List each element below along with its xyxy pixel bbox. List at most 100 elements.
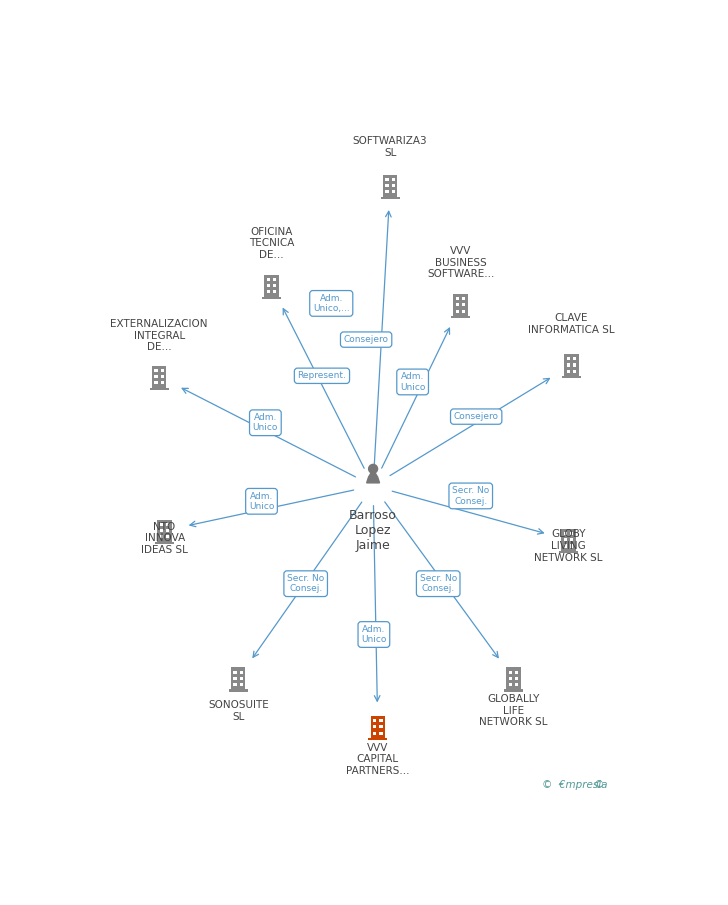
FancyBboxPatch shape [570,545,573,548]
FancyBboxPatch shape [379,726,382,729]
Text: GLOBY
LIVING
NETWORK SL: GLOBY LIVING NETWORK SL [534,529,603,563]
FancyBboxPatch shape [155,541,174,544]
FancyBboxPatch shape [240,677,243,680]
Text: Secr. No
Consej.: Secr. No Consej. [287,574,324,594]
FancyBboxPatch shape [385,178,389,181]
Text: Adm.
Unico: Adm. Unico [249,491,274,511]
FancyBboxPatch shape [566,369,570,373]
FancyBboxPatch shape [381,196,400,199]
FancyBboxPatch shape [234,683,237,686]
FancyBboxPatch shape [273,291,277,293]
FancyBboxPatch shape [234,671,237,674]
FancyBboxPatch shape [392,178,395,181]
FancyBboxPatch shape [515,677,518,680]
FancyBboxPatch shape [368,738,387,740]
FancyBboxPatch shape [561,529,576,551]
FancyBboxPatch shape [273,284,277,287]
FancyBboxPatch shape [157,519,172,541]
FancyBboxPatch shape [154,369,157,372]
Text: OFICINA
TECNICA
DE...: OFICINA TECNICA DE... [249,227,294,260]
FancyBboxPatch shape [166,523,170,526]
FancyBboxPatch shape [462,303,465,307]
FancyBboxPatch shape [266,284,270,287]
FancyBboxPatch shape [454,294,468,316]
FancyBboxPatch shape [562,376,581,378]
FancyBboxPatch shape [379,719,382,722]
FancyBboxPatch shape [371,716,385,738]
FancyBboxPatch shape [160,535,163,538]
FancyBboxPatch shape [564,354,579,376]
Text: ©  €mpresia: © €mpresia [542,780,608,790]
Text: VVV
BUSINESS
SOFTWARE...: VVV BUSINESS SOFTWARE... [427,246,494,280]
Text: Represent.: Represent. [298,371,347,380]
FancyBboxPatch shape [563,532,567,535]
FancyBboxPatch shape [573,364,577,367]
FancyBboxPatch shape [379,731,382,735]
Text: Barroso
Lopez
Jaime: Barroso Lopez Jaime [349,509,397,552]
FancyBboxPatch shape [229,690,248,691]
Text: Consejero: Consejero [344,335,389,344]
Text: Adm.
Unico: Adm. Unico [400,372,425,392]
Text: CLAVE
INFORMATICA SL: CLAVE INFORMATICA SL [529,313,615,335]
Text: SOFTWARIZA3
SL: SOFTWARIZA3 SL [353,137,427,157]
FancyBboxPatch shape [515,671,518,674]
Text: Adm.
Unico,...: Adm. Unico,... [313,294,349,313]
FancyBboxPatch shape [264,275,279,297]
FancyBboxPatch shape [266,291,270,293]
FancyBboxPatch shape [559,551,578,553]
FancyBboxPatch shape [266,278,270,281]
FancyBboxPatch shape [392,184,395,187]
FancyBboxPatch shape [573,369,577,373]
FancyBboxPatch shape [150,387,169,390]
FancyBboxPatch shape [392,190,395,194]
Text: SONOSUITE
SL: SONOSUITE SL [208,700,269,721]
FancyBboxPatch shape [385,184,389,187]
FancyBboxPatch shape [385,190,389,194]
Polygon shape [367,472,379,483]
FancyBboxPatch shape [456,310,459,312]
FancyBboxPatch shape [231,667,245,690]
FancyBboxPatch shape [563,545,567,548]
Text: ©: © [594,780,607,790]
FancyBboxPatch shape [161,369,164,372]
FancyBboxPatch shape [166,529,170,532]
FancyBboxPatch shape [154,381,157,385]
Text: Consejero: Consejero [454,412,499,421]
FancyBboxPatch shape [152,366,167,387]
FancyBboxPatch shape [161,381,164,385]
Text: EXTERNALIZACION
INTEGRAL
DE...: EXTERNALIZACION INTEGRAL DE... [111,319,208,352]
FancyBboxPatch shape [373,719,376,722]
FancyBboxPatch shape [462,310,465,312]
Text: Adm.
Unico: Adm. Unico [361,624,387,644]
FancyBboxPatch shape [160,529,163,532]
FancyBboxPatch shape [570,532,573,535]
FancyBboxPatch shape [456,297,459,300]
FancyBboxPatch shape [515,683,518,686]
FancyBboxPatch shape [373,726,376,729]
FancyBboxPatch shape [573,357,577,360]
Text: Adm.
Unico: Adm. Unico [253,413,278,433]
FancyBboxPatch shape [154,375,157,378]
FancyBboxPatch shape [563,538,567,541]
FancyBboxPatch shape [570,538,573,541]
FancyBboxPatch shape [566,364,570,367]
FancyBboxPatch shape [373,731,376,735]
Text: VVV
CAPITAL
PARTNERS...: VVV CAPITAL PARTNERS... [346,743,410,776]
FancyBboxPatch shape [160,523,163,526]
FancyBboxPatch shape [383,175,397,196]
FancyBboxPatch shape [462,297,465,300]
FancyBboxPatch shape [509,683,512,686]
FancyBboxPatch shape [161,375,164,378]
FancyBboxPatch shape [509,671,512,674]
Text: Secr. No
Consej.: Secr. No Consej. [419,574,457,594]
FancyBboxPatch shape [566,357,570,360]
FancyBboxPatch shape [456,303,459,307]
FancyBboxPatch shape [166,535,170,538]
FancyBboxPatch shape [506,667,521,690]
FancyBboxPatch shape [451,316,470,319]
FancyBboxPatch shape [240,671,243,674]
FancyBboxPatch shape [240,683,243,686]
FancyBboxPatch shape [262,297,281,299]
FancyBboxPatch shape [273,278,277,281]
Text: NTO
INNOVA
IDEAS SL: NTO INNOVA IDEAS SL [141,521,188,555]
